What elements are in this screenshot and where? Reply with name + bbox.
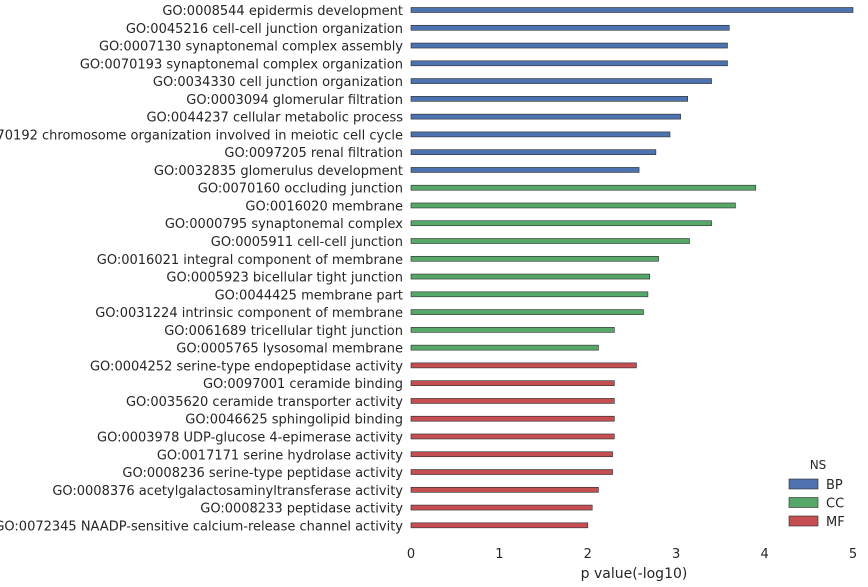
bar — [410, 380, 615, 386]
category-label: GO:0046625 sphingolipid binding — [185, 413, 403, 428]
bar — [410, 469, 613, 475]
x-tick-label: 5 — [849, 547, 857, 562]
legend-swatch — [788, 515, 819, 527]
bar — [410, 42, 728, 49]
category-label: GO:0007130 synaptonemal complex assembly — [99, 40, 403, 55]
legend-label: MF — [826, 515, 845, 530]
bar — [410, 220, 712, 227]
category-label: GO:0070193 synaptonemal complex organiza… — [80, 57, 403, 72]
bar — [410, 309, 644, 315]
bar — [410, 273, 650, 280]
x-tick-label: 4 — [760, 547, 768, 562]
bar — [410, 451, 613, 458]
category-label: GO:0017171 serine hydrolase activity — [157, 448, 403, 463]
category-label: GO:0008236 serine-type peptidase activit… — [122, 466, 403, 481]
legend: NS BP CC MF — [788, 458, 845, 530]
category-label: GO:0072345 NAADP-sensitive calcium-relea… — [0, 519, 403, 534]
legend-swatch — [788, 478, 819, 490]
bar — [410, 113, 681, 120]
bar — [410, 184, 757, 191]
category-label: GO:0070192 chromosome organization invol… — [0, 128, 403, 143]
category-label: GO:0003978 UDP-glucose 4-epimerase activ… — [97, 430, 403, 445]
legend-label: BP — [826, 478, 843, 493]
bar — [410, 131, 671, 138]
category-label: GO:0045216 cell-cell junction organizati… — [126, 22, 403, 37]
x-axis-label: p value(-log10) — [581, 566, 688, 582]
bar — [410, 78, 712, 84]
category-label: GO:0008233 peptidase activity — [200, 502, 403, 517]
category-labels-layer: GO:0008544 epidermis development GO:00452… — [0, 4, 403, 534]
category-label: GO:0000795 synaptonemal complex — [165, 217, 403, 232]
bar — [410, 415, 615, 422]
category-label: GO:0005911 cell-cell junction — [211, 235, 403, 250]
category-label: GO:0005923 bicellular tight junction — [166, 271, 403, 286]
category-label: GO:0034330 cell junction organization — [153, 75, 403, 90]
category-label: GO:0016020 membrane — [245, 199, 403, 214]
bar — [410, 202, 736, 209]
bar — [410, 96, 688, 102]
category-label: GO:0097001 ceramide binding — [203, 377, 403, 392]
category-label: GO:0097205 renal filtration — [224, 146, 403, 161]
bar — [410, 504, 593, 511]
bar — [410, 24, 730, 31]
category-label: GO:0008544 epidermis development — [162, 4, 403, 19]
bar — [410, 291, 649, 298]
legend-swatch — [788, 497, 819, 508]
x-tick-label: 0 — [407, 547, 415, 562]
category-label: GO:0035620 ceramide transporter activity — [126, 395, 403, 410]
x-tick-label: 3 — [672, 547, 680, 562]
category-label: GO:0031224 intrinsic component of membra… — [95, 306, 403, 321]
bar — [410, 255, 659, 262]
x-tick-label: 1 — [495, 547, 503, 562]
x-tick-label: 2 — [584, 547, 592, 562]
bars-layer — [410, 7, 854, 529]
category-label: GO:0032835 glomerulus development — [154, 164, 403, 179]
bar — [410, 522, 589, 529]
category-label: GO:0004252 serine-type endopeptidase act… — [90, 359, 403, 374]
bar — [410, 167, 640, 173]
category-label: GO:0044237 cellular metabolic process — [146, 111, 403, 126]
category-label: GO:0044425 membrane part — [215, 288, 403, 303]
legend-label: CC — [826, 497, 844, 512]
x-axis: 0 1 2 3 4 5 — [407, 547, 857, 562]
bar — [410, 398, 615, 404]
bar — [410, 486, 599, 493]
bar — [410, 238, 690, 244]
bar — [410, 362, 637, 369]
bar — [410, 149, 657, 155]
bar — [410, 60, 728, 67]
legend-title: NS — [810, 458, 827, 472]
category-label: GO:0008376 acetylgalactosaminyltransfera… — [52, 484, 403, 499]
bar — [410, 7, 854, 13]
bar — [410, 327, 615, 333]
category-label: GO:0003094 glomerular filtration — [186, 93, 403, 108]
category-label: GO:0061689 tricellular tight junction — [164, 324, 403, 339]
bar — [410, 344, 599, 351]
category-label: GO:0016021 integral component of membran… — [97, 253, 403, 268]
bar — [410, 433, 615, 440]
category-label: GO:0070160 occluding junction — [198, 182, 403, 197]
category-label: GO:0005765 lysosomal membrane — [176, 342, 403, 357]
